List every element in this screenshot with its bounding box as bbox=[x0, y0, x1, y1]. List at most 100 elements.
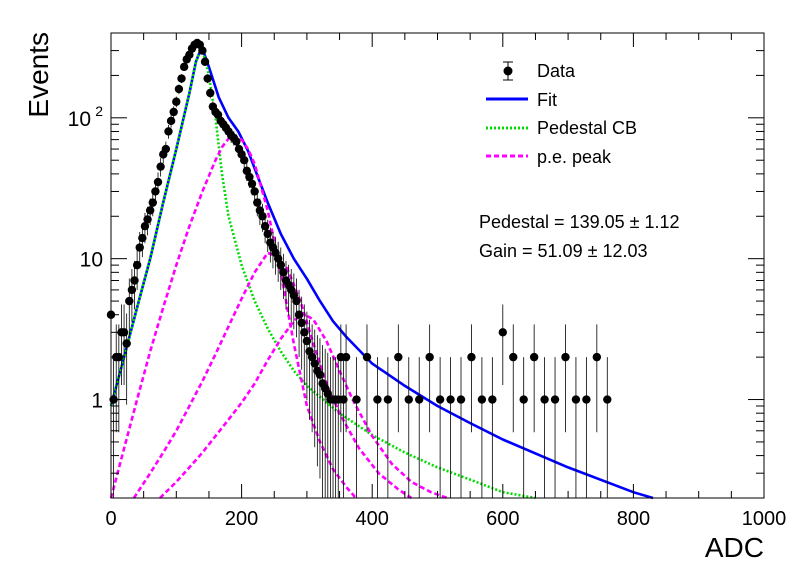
data-point bbox=[509, 352, 518, 362]
data-point bbox=[550, 395, 560, 404]
axis-ticks bbox=[110, 32, 765, 499]
data-point bbox=[164, 127, 173, 136]
data-point bbox=[488, 395, 497, 404]
data-point bbox=[383, 395, 393, 404]
y-tick-exponent: 2 bbox=[95, 103, 103, 119]
series-p-e-peak-1 bbox=[109, 134, 357, 499]
data-point bbox=[315, 370, 325, 379]
data-point bbox=[156, 162, 165, 171]
plot-frame bbox=[110, 32, 765, 499]
y-tick-label: 10 bbox=[80, 249, 103, 272]
legend-item-fit: Fit bbox=[486, 90, 557, 110]
series-p-e-peak-2 bbox=[132, 251, 413, 500]
y-axis-title: Events bbox=[23, 32, 54, 118]
data-points-layer bbox=[106, 38, 612, 498]
data-point bbox=[138, 233, 147, 243]
data-point bbox=[273, 254, 283, 263]
data-point bbox=[561, 352, 570, 362]
data-point bbox=[122, 339, 131, 348]
data-point bbox=[373, 395, 382, 404]
data-point bbox=[135, 243, 144, 252]
data-point bbox=[592, 352, 602, 362]
data-point bbox=[200, 57, 210, 66]
data-point bbox=[362, 352, 372, 362]
data-point bbox=[177, 74, 186, 83]
data-point bbox=[302, 336, 312, 346]
data-point bbox=[276, 260, 285, 270]
x-tick-label: 0 bbox=[105, 508, 116, 530]
x-axis-title: ADC bbox=[705, 532, 764, 563]
y-tick-label: 1 bbox=[91, 390, 103, 413]
data-point bbox=[145, 206, 155, 215]
legend-item-pedestal-cb: Pedestal CB bbox=[486, 118, 637, 138]
data-point bbox=[307, 352, 317, 362]
data-point bbox=[260, 222, 270, 231]
data-point bbox=[206, 88, 215, 98]
pedestal-annotation: Pedestal = 139.05 ± 1.12 bbox=[479, 212, 680, 232]
data-point bbox=[435, 395, 445, 404]
data-point bbox=[166, 116, 176, 126]
data-point bbox=[240, 156, 249, 165]
y-tick-label: 10 bbox=[68, 108, 91, 131]
data-point bbox=[603, 395, 612, 404]
x-tick-label: 400 bbox=[356, 508, 389, 530]
legend-label-fit: Fit bbox=[537, 90, 557, 110]
data-point bbox=[130, 276, 139, 285]
data-point bbox=[404, 395, 413, 404]
data-point bbox=[425, 352, 434, 362]
data-point bbox=[498, 328, 507, 337]
fit-curves-layer bbox=[109, 45, 654, 500]
x-tick-label: 600 bbox=[486, 508, 519, 530]
data-point bbox=[247, 179, 257, 189]
data-point bbox=[341, 352, 351, 362]
data-point bbox=[245, 172, 254, 182]
data-point bbox=[253, 198, 262, 207]
data-point bbox=[127, 285, 137, 295]
data-point bbox=[250, 187, 259, 196]
legend-label-pedestal-cb: Pedestal CB bbox=[537, 118, 637, 138]
data-point bbox=[161, 144, 171, 154]
data-point bbox=[153, 177, 163, 187]
data-point bbox=[477, 395, 487, 404]
legend: Data Fit Pedestal CB p.e. peak bbox=[486, 61, 637, 167]
data-point bbox=[258, 212, 267, 221]
series-pedestal-cb bbox=[109, 45, 536, 500]
data-point bbox=[119, 328, 129, 337]
data-point bbox=[172, 97, 181, 106]
data-point bbox=[529, 352, 539, 362]
data-point bbox=[519, 395, 528, 404]
data-point bbox=[203, 74, 212, 83]
data-point bbox=[132, 260, 142, 270]
legend-label-pe-peak: p.e. peak bbox=[537, 147, 612, 167]
data-point bbox=[169, 107, 178, 117]
series-fit bbox=[109, 45, 654, 500]
data-point bbox=[140, 222, 150, 231]
data-point bbox=[456, 395, 466, 404]
data-point bbox=[125, 296, 134, 306]
data-point bbox=[310, 359, 319, 368]
legend-item-pe-peak: p.e. peak bbox=[486, 147, 612, 167]
x-tick-label: 200 bbox=[225, 508, 258, 530]
gain-annotation: Gain = 51.09 ± 12.03 bbox=[479, 241, 648, 261]
data-point bbox=[148, 198, 157, 207]
data-point bbox=[415, 395, 424, 404]
data-point bbox=[292, 296, 301, 306]
data-point bbox=[263, 229, 272, 239]
series-p-e-peak-3 bbox=[159, 311, 448, 500]
data-point bbox=[571, 395, 581, 404]
data-point bbox=[300, 328, 309, 337]
legend-item-data: Data bbox=[503, 61, 576, 81]
data-point bbox=[446, 395, 455, 404]
data-point bbox=[151, 187, 160, 196]
data-point bbox=[294, 310, 304, 319]
data-point bbox=[339, 395, 348, 404]
data-point bbox=[467, 352, 476, 362]
data-point bbox=[174, 84, 184, 94]
data-point bbox=[540, 395, 549, 404]
data-point bbox=[352, 395, 361, 404]
data-point bbox=[198, 46, 207, 55]
x-tick-label: 800 bbox=[617, 508, 650, 530]
x-tick-label: 1000 bbox=[742, 508, 787, 530]
